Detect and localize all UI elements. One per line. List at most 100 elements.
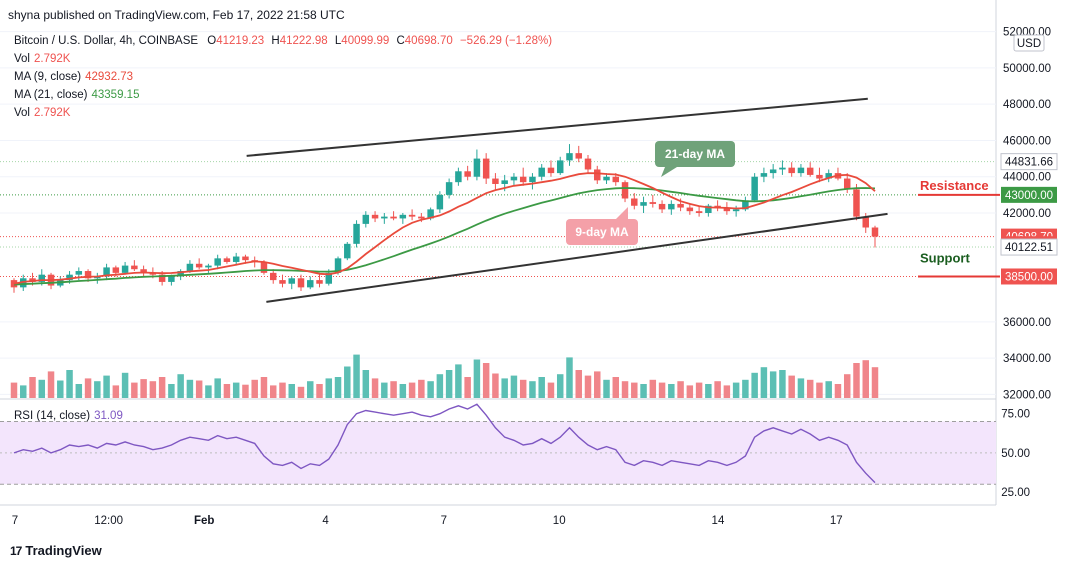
candle-body xyxy=(297,278,305,288)
volume-bar xyxy=(871,367,879,398)
volume-legend[interactable]: Vol 2.792K xyxy=(14,53,70,65)
candle-body xyxy=(390,216,397,219)
price-tick-label: 50000.00 xyxy=(1003,63,1051,75)
rsi-tick-label: 75.00 xyxy=(1001,409,1030,421)
candle-body xyxy=(408,214,416,217)
candle-body xyxy=(84,271,92,279)
candle-body xyxy=(186,263,194,272)
candle-body xyxy=(427,209,434,219)
ma21-legend[interactable]: MA (21, close) 43359.15 xyxy=(14,89,139,101)
candle-body xyxy=(862,216,869,228)
candle-body xyxy=(112,267,120,273)
volume-bar xyxy=(455,364,462,398)
candle-body xyxy=(288,278,295,284)
support-label: Support xyxy=(920,250,970,265)
tradingview-brand[interactable]: 17 TradingView xyxy=(10,543,102,558)
volume-bar xyxy=(853,363,860,398)
rsi-line xyxy=(13,403,876,484)
volume-bar xyxy=(797,378,805,398)
volume-bar xyxy=(640,384,647,398)
candle-body xyxy=(177,271,184,277)
volume-bar xyxy=(242,384,249,398)
price-tick-label: 46000.00 xyxy=(1003,135,1051,147)
volume-bar xyxy=(677,381,684,398)
candle-body xyxy=(214,258,221,266)
volume-bar xyxy=(232,382,240,398)
ma9-callout-pointer xyxy=(616,207,628,219)
rsi-value: 31.09 xyxy=(94,410,123,422)
volume-bar xyxy=(66,370,73,398)
ma9-line xyxy=(13,172,876,285)
symbol-name[interactable]: Bitcoin / U.S. Dollar, 4h, COINBASE xyxy=(14,35,199,47)
ma21-callout-box xyxy=(655,141,735,167)
candle-body xyxy=(732,209,740,212)
candle-body xyxy=(566,153,573,161)
ma9-callout-text: 9-day MA xyxy=(575,225,629,239)
candle-body xyxy=(640,202,647,206)
time-tick-label: 7 xyxy=(441,515,447,527)
candle-body xyxy=(519,176,527,183)
resistance-label: Resistance xyxy=(920,178,989,193)
volume-bar xyxy=(195,380,203,398)
ma21-callout-text: 21-day MA xyxy=(665,147,725,161)
ma9-label: MA (9, close) xyxy=(14,71,82,83)
volume-bar xyxy=(575,370,582,398)
candle-body xyxy=(751,176,758,201)
candle-body xyxy=(20,278,27,288)
volume-bar xyxy=(418,379,425,398)
volume-label: Vol xyxy=(14,53,30,65)
volume-bar xyxy=(501,378,508,398)
candle-body xyxy=(158,274,166,282)
volume-bar xyxy=(695,382,703,398)
candle-body xyxy=(797,167,805,174)
ma21-line xyxy=(13,187,876,286)
candle-body xyxy=(445,182,453,195)
high-value: 41222.98 xyxy=(279,35,328,47)
candle-body xyxy=(464,171,471,177)
volume-bar xyxy=(760,367,768,398)
volume-bar xyxy=(186,379,194,398)
volume-bar xyxy=(705,384,712,398)
open-label: O xyxy=(207,35,217,47)
candle-body xyxy=(436,194,444,210)
volume-bar xyxy=(344,366,351,398)
volume-bar xyxy=(862,360,869,398)
candle-body xyxy=(556,160,564,174)
candle-body xyxy=(168,276,175,282)
symbol-legend: Bitcoin / U.S. Dollar, 4h, COINBASE O 412… xyxy=(14,35,552,47)
candle-body xyxy=(668,203,675,210)
volume-bar xyxy=(223,384,231,398)
volume-bar xyxy=(408,382,416,398)
rsi-legend[interactable]: RSI (14, close) 31.09 xyxy=(14,410,123,422)
candle-body xyxy=(612,176,620,183)
candle-body xyxy=(584,158,592,170)
high-label: H xyxy=(271,35,280,47)
volume-bar xyxy=(29,377,36,398)
volume-bar xyxy=(251,379,258,398)
volume-bar xyxy=(279,382,286,398)
volume-bar xyxy=(10,382,18,398)
volume-bar xyxy=(603,379,610,398)
volume-value-2: 2.792K xyxy=(34,107,71,119)
volume-label-2: Vol xyxy=(14,107,30,119)
ma9-legend[interactable]: MA (9, close) 42932.73 xyxy=(14,71,133,83)
candle-body xyxy=(603,176,610,181)
volume-bar xyxy=(307,381,314,398)
candle-body xyxy=(538,167,545,177)
volume-bar xyxy=(686,385,694,398)
ma21-value: 43359.15 xyxy=(91,89,140,101)
candle-body xyxy=(334,258,342,273)
volume-bar xyxy=(381,382,388,398)
volume-bar xyxy=(668,384,675,398)
candle-body xyxy=(705,205,712,213)
volume-legend-2[interactable]: Vol 2.792K xyxy=(14,107,70,119)
candle-body xyxy=(242,256,249,261)
price-tick-label: 42000.00 xyxy=(1003,208,1051,220)
volume-bar xyxy=(547,382,555,398)
volume-value: 2.792K xyxy=(34,53,71,65)
volume-bar xyxy=(825,381,832,398)
volume-bar xyxy=(816,382,823,398)
time-tick-label: 12:00 xyxy=(94,515,123,527)
volume-bar xyxy=(779,370,786,398)
